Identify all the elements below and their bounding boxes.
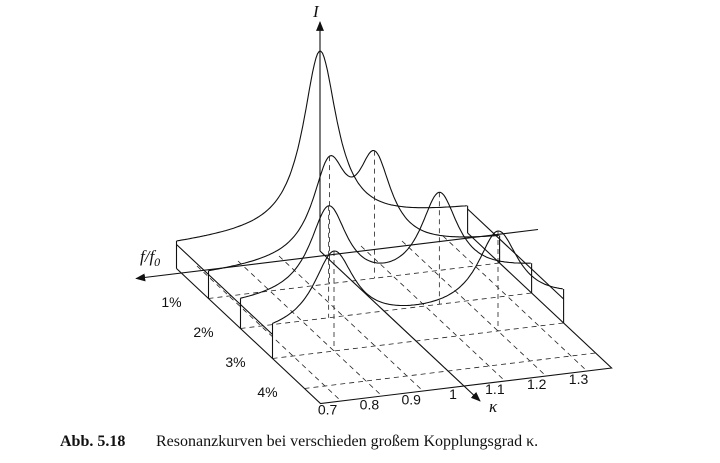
wall-edge [176, 244, 273, 335]
frequency-axis [135, 228, 539, 282]
grid-line [401, 240, 547, 377]
frequency-label-main: f/f [140, 247, 156, 266]
detuning-tick-label: 1% [161, 294, 181, 310]
grid-line [360, 245, 506, 382]
grid-line [240, 292, 532, 329]
grid-line [442, 235, 588, 372]
coupling-axis [319, 250, 481, 402]
resonance-curve [272, 230, 563, 324]
coupling-tick-label: 0.7 [318, 402, 338, 418]
coupling-tick-label: 1.2 [527, 376, 547, 392]
resonance-curve [176, 50, 467, 242]
grid-line [208, 262, 500, 299]
detuning-tick-label: 2% [193, 324, 213, 340]
frequency-label: f/f0 [140, 247, 160, 269]
coupling-label: κ [489, 397, 498, 416]
detuning-tick-label: 3% [225, 354, 245, 370]
coupling-tick-label: 1.3 [569, 371, 589, 387]
wall-edge [467, 208, 564, 300]
base-plane [176, 232, 613, 405]
grid-line [272, 322, 564, 359]
intensity-label: I [312, 2, 320, 21]
grid-line [304, 352, 596, 389]
resonance-curve [240, 191, 531, 299]
caption-label: Abb. 5.18 [60, 433, 125, 450]
resonance-surface [135, 21, 613, 405]
resonance-curve [208, 149, 499, 272]
coupling-tick-label: 1 [449, 386, 457, 402]
grid-line [278, 255, 424, 392]
detuning-tick-label: 4% [257, 384, 277, 400]
grid-line [237, 260, 383, 397]
coupling-tick-label: 0.9 [402, 391, 422, 407]
coupling-tick-label: 1.1 [485, 381, 505, 397]
frequency-label-sub: 0 [154, 255, 160, 269]
coupling-tick-label: 0.8 [360, 396, 380, 412]
grid-line [196, 265, 342, 402]
caption-text: Resonanzkurven bei verschieden großem Ko… [156, 433, 538, 450]
